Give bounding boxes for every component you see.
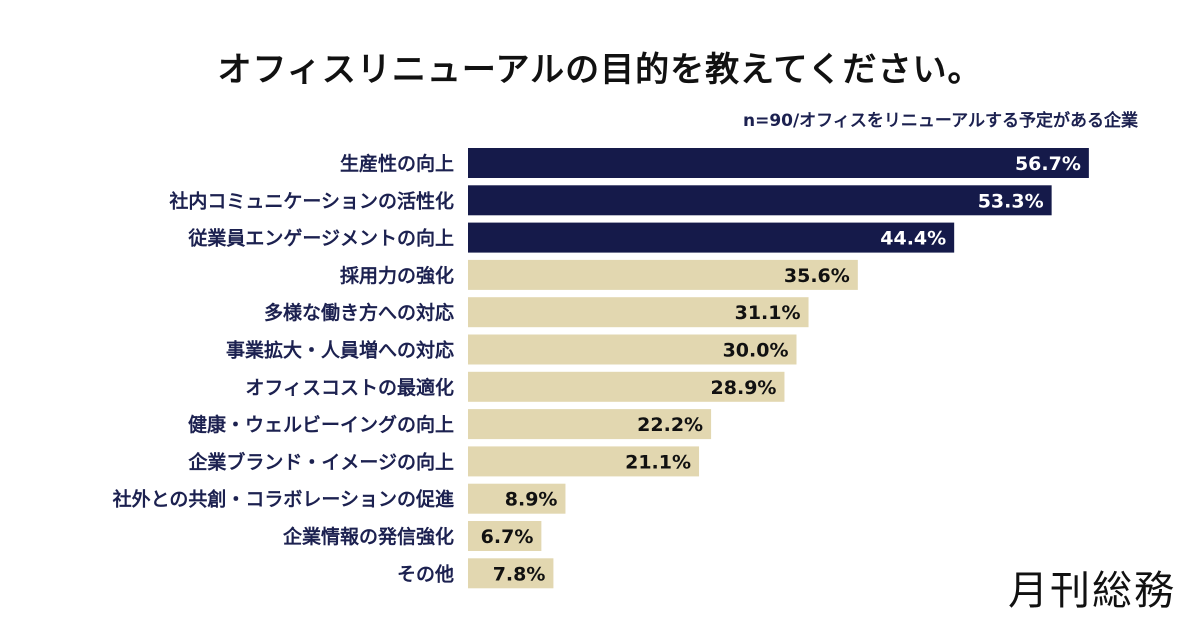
category-label: 企業ブランド・イメージの向上 <box>187 450 454 473</box>
value-label: 21.1% <box>625 451 691 473</box>
bar <box>468 148 1089 178</box>
category-label: その他 <box>397 562 454 585</box>
category-label: 採用力の強化 <box>340 264 454 287</box>
bar <box>468 483 566 514</box>
chart-title: オフィスリニューアルの目的を教えてください。 <box>217 50 983 90</box>
category-label: 多様な働き方への対応 <box>264 301 454 324</box>
value-label: 44.4% <box>880 228 946 250</box>
bar <box>468 334 797 365</box>
category-label: 事業拡大・人員増への対応 <box>226 339 454 362</box>
value-label: 35.6% <box>784 265 850 287</box>
value-label: 6.7% <box>481 526 534 548</box>
bar <box>468 409 712 440</box>
category-label: 従業員エンゲージメントの向上 <box>187 227 454 250</box>
bar <box>468 371 785 402</box>
value-label: 56.7% <box>1015 153 1081 175</box>
bar <box>468 297 809 328</box>
value-label: 22.2% <box>637 414 703 436</box>
value-label: 7.8% <box>493 563 546 585</box>
bar <box>468 222 955 253</box>
category-label: 社外との共創・コラボレーションの促進 <box>112 488 454 511</box>
bar <box>468 558 554 589</box>
bar <box>468 259 858 290</box>
category-label: オフィスコストの最適化 <box>245 376 454 399</box>
category-label: 健康・ウェルビーイングの向上 <box>188 413 454 436</box>
bar <box>468 521 542 551</box>
value-label: 8.9% <box>505 489 558 511</box>
publisher-logo: 月刊総務 <box>1008 568 1176 614</box>
sample-note: n=90/オフィスをリニューアルする予定がある企業 <box>742 111 1138 131</box>
category-label: 企業情報の発信強化 <box>282 525 454 548</box>
value-label: 28.9% <box>711 377 777 399</box>
bar <box>468 446 700 477</box>
value-label: 30.0% <box>723 340 789 362</box>
category-label: 社内コミュニケーションの活性化 <box>168 189 454 212</box>
value-label: 53.3% <box>978 190 1044 212</box>
category-label: 生産性の向上 <box>340 152 454 175</box>
value-label: 31.1% <box>735 302 801 324</box>
bar <box>468 185 1052 216</box>
